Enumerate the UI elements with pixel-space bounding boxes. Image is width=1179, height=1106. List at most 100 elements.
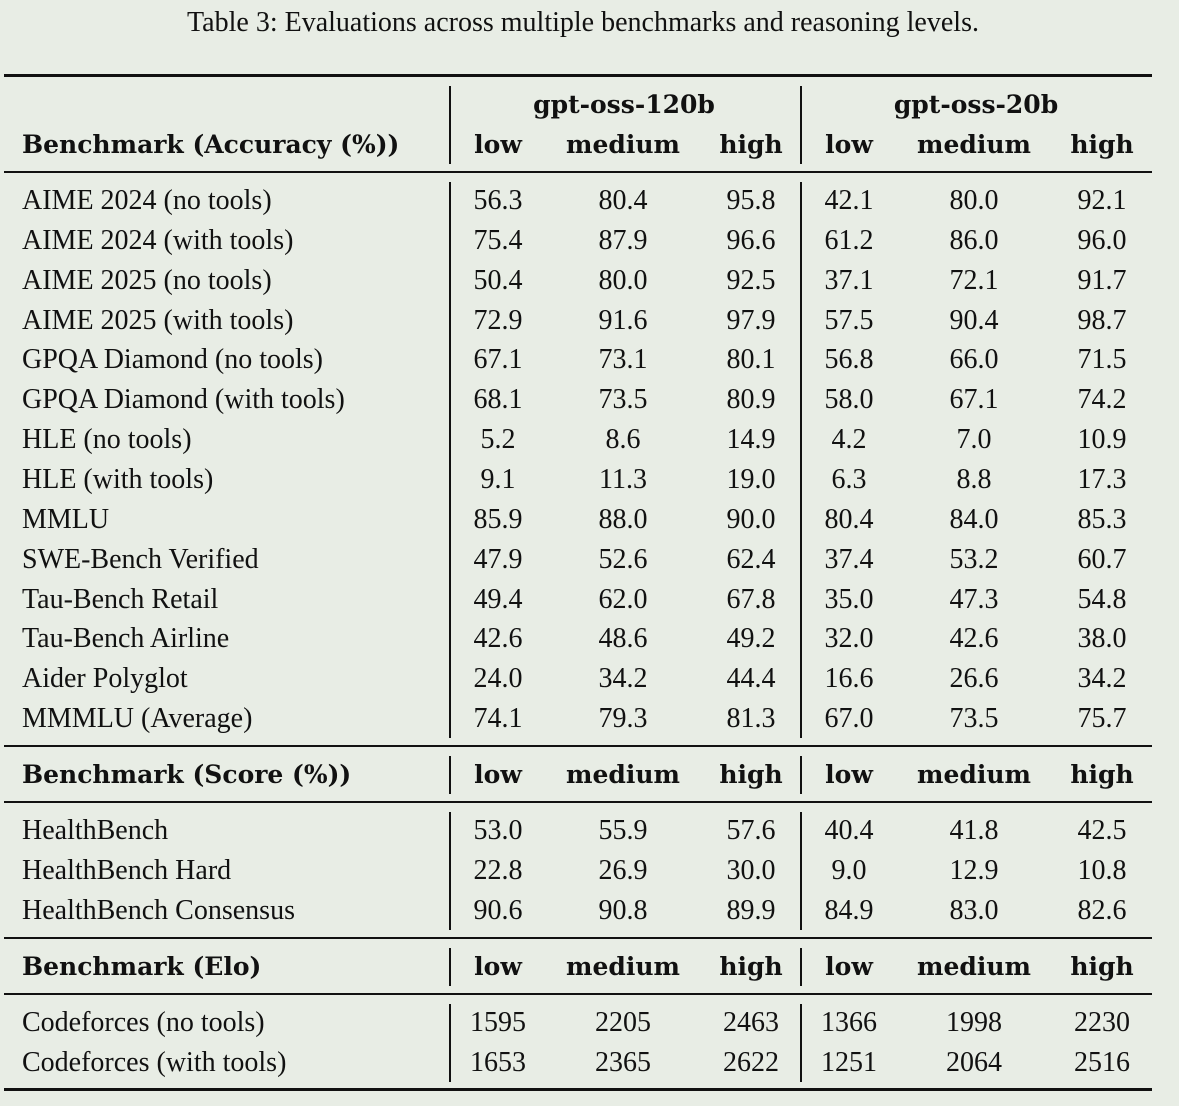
score-cell: 53.0 <box>473 815 523 846</box>
score-cell: 73.1 <box>598 344 648 376</box>
score-cell: 82.6 <box>1077 894 1127 926</box>
column-divider <box>449 812 451 930</box>
score-cell: 8.8 <box>956 463 992 495</box>
score-cell: 56.3 <box>473 185 523 216</box>
score-cell: 62.4 <box>726 543 776 575</box>
score-cell: 67.1 <box>949 384 999 416</box>
score-cell: 1595 <box>470 1007 526 1038</box>
level-header: medium <box>917 130 1031 159</box>
score-cell: 92.5 <box>726 264 776 296</box>
level-header: high <box>719 760 783 789</box>
benchmark-name: HLE (no tools) <box>22 424 192 456</box>
benchmark-name: MMLU <box>22 503 110 535</box>
score-cell: 58.0 <box>824 384 874 416</box>
score-cell: 86.0 <box>949 224 999 256</box>
benchmark-name: HLE (with tools) <box>22 463 214 495</box>
score-cell: 1366 <box>821 1007 877 1038</box>
benchmark-name: HealthBench Hard <box>22 854 232 886</box>
score-cell: 80.1 <box>726 344 776 376</box>
column-divider <box>449 86 451 164</box>
score-cell: 42.1 <box>824 185 874 216</box>
table-rule <box>4 745 1152 747</box>
score-cell: 40.4 <box>824 815 874 846</box>
score-cell: 87.9 <box>598 224 648 256</box>
score-cell: 5.2 <box>480 424 516 456</box>
column-divider <box>800 812 802 930</box>
score-cell: 62.0 <box>598 583 648 615</box>
column-divider <box>800 756 802 794</box>
level-header: low <box>825 130 873 159</box>
score-cell: 80.4 <box>824 503 874 535</box>
score-cell: 2516 <box>1074 1046 1130 1078</box>
score-cell: 35.0 <box>824 583 874 615</box>
table-rule <box>4 937 1152 939</box>
score-cell: 26.9 <box>598 854 648 886</box>
level-header: medium <box>566 760 680 789</box>
benchmark-name: AIME 2024 (no tools) <box>22 185 272 216</box>
score-cell: 67.1 <box>473 344 523 376</box>
score-cell: 55.9 <box>598 815 648 846</box>
score-cell: 96.0 <box>1077 224 1127 256</box>
score-cell: 9.1 <box>480 463 516 495</box>
score-cell: 2064 <box>946 1046 1002 1078</box>
column-divider <box>800 182 802 738</box>
benchmark-name: Aider Polyglot <box>22 663 188 695</box>
model-header-120b: gpt-oss-120b <box>533 90 715 119</box>
benchmark-name: GPQA Diamond (with tools) <box>22 384 345 416</box>
score-cell: 14.9 <box>726 424 776 456</box>
score-cell: 67.0 <box>824 703 874 735</box>
score-cell: 83.0 <box>949 894 999 926</box>
level-header: high <box>1070 952 1134 981</box>
score-cell: 80.0 <box>949 185 999 216</box>
benchmark-name: AIME 2025 (with tools) <box>22 304 294 336</box>
score-cell: 90.6 <box>473 894 523 926</box>
score-cell: 22.8 <box>473 854 523 886</box>
score-cell: 57.5 <box>824 304 874 336</box>
score-cell: 38.0 <box>1077 623 1127 655</box>
score-cell: 1251 <box>821 1046 877 1078</box>
benchmark-name: SWE-Bench Verified <box>22 543 259 575</box>
score-cell: 42.6 <box>949 623 999 655</box>
score-cell: 24.0 <box>473 663 523 695</box>
table-rule <box>4 171 1152 173</box>
section-header: Benchmark (Elo) <box>22 952 262 981</box>
score-cell: 90.0 <box>726 503 776 535</box>
score-cell: 4.2 <box>831 424 867 456</box>
column-divider <box>449 756 451 794</box>
score-cell: 42.5 <box>1077 815 1127 846</box>
column-divider <box>800 948 802 986</box>
benchmark-name: AIME 2024 (with tools) <box>22 224 294 256</box>
score-cell: 26.6 <box>949 663 999 695</box>
score-cell: 34.2 <box>1077 663 1127 695</box>
score-cell: 90.4 <box>949 304 999 336</box>
table-caption: Table 3: Evaluations across multiple ben… <box>187 7 979 38</box>
score-cell: 49.2 <box>726 623 776 655</box>
benchmark-name: Codeforces (no tools) <box>22 1007 265 1038</box>
level-header: medium <box>566 130 680 159</box>
table-rule <box>4 1088 1152 1091</box>
table-rule <box>4 74 1152 77</box>
score-cell: 84.0 <box>949 503 999 535</box>
score-cell: 11.3 <box>599 463 647 495</box>
score-cell: 52.6 <box>598 543 648 575</box>
level-header: medium <box>917 760 1031 789</box>
score-cell: 19.0 <box>726 463 776 495</box>
score-cell: 1998 <box>946 1007 1002 1038</box>
score-cell: 42.6 <box>473 623 523 655</box>
score-cell: 9.0 <box>831 854 867 886</box>
score-cell: 73.5 <box>598 384 648 416</box>
score-cell: 98.7 <box>1077 304 1127 336</box>
score-cell: 1653 <box>470 1046 526 1078</box>
table-rule <box>4 801 1152 803</box>
benchmark-name: Tau-Bench Retail <box>22 583 219 615</box>
score-cell: 16.6 <box>824 663 874 695</box>
score-cell: 34.2 <box>598 663 648 695</box>
score-cell: 50.4 <box>473 264 523 296</box>
score-cell: 2365 <box>595 1046 651 1078</box>
level-header: high <box>719 130 783 159</box>
score-cell: 30.0 <box>726 854 776 886</box>
score-cell: 60.7 <box>1077 543 1127 575</box>
benchmark-name: HealthBench <box>22 815 169 846</box>
score-cell: 92.1 <box>1077 185 1127 216</box>
score-cell: 96.6 <box>726 224 776 256</box>
